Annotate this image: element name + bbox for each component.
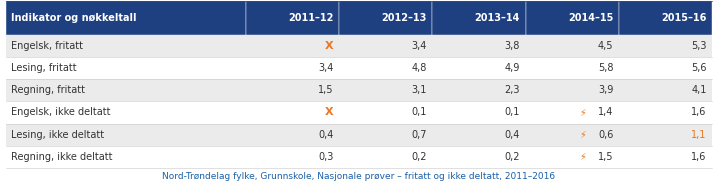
Text: 3,4: 3,4 xyxy=(411,41,426,51)
Text: 3,1: 3,1 xyxy=(411,85,426,95)
Text: 2012–13: 2012–13 xyxy=(381,13,426,23)
Bar xyxy=(526,1,619,35)
Text: X: X xyxy=(325,41,333,51)
Text: ⚡: ⚡ xyxy=(579,130,586,140)
Text: 0,1: 0,1 xyxy=(505,108,520,117)
Text: 0,4: 0,4 xyxy=(318,130,333,140)
Text: 2015–16: 2015–16 xyxy=(661,13,707,23)
Text: ⚡: ⚡ xyxy=(579,108,586,117)
Text: 1,5: 1,5 xyxy=(318,85,333,95)
Text: 0,2: 0,2 xyxy=(505,152,520,162)
Text: 4,9: 4,9 xyxy=(505,63,520,73)
Text: 1,6: 1,6 xyxy=(691,152,707,162)
Text: 2014–15: 2014–15 xyxy=(568,13,613,23)
Text: 0,3: 0,3 xyxy=(318,152,333,162)
Text: Engelsk, ikke deltatt: Engelsk, ikke deltatt xyxy=(11,108,111,117)
Text: Indikator og nøkkeltall: Indikator og nøkkeltall xyxy=(11,13,137,23)
Text: 2013–14: 2013–14 xyxy=(475,13,520,23)
Text: 3,4: 3,4 xyxy=(318,63,333,73)
Text: 3,9: 3,9 xyxy=(598,85,613,95)
Text: 1,6: 1,6 xyxy=(691,108,707,117)
Text: 0,2: 0,2 xyxy=(411,152,426,162)
Text: 1,5: 1,5 xyxy=(598,152,613,162)
Bar xyxy=(6,101,712,124)
Text: 0,4: 0,4 xyxy=(505,130,520,140)
Text: Nord-Trøndelag fylke, Grunnskole, Nasjonale prøver – fritatt og ikke deltatt, 20: Nord-Trøndelag fylke, Grunnskole, Nasjon… xyxy=(162,172,556,181)
Text: 1,1: 1,1 xyxy=(691,130,707,140)
Text: 4,1: 4,1 xyxy=(691,85,707,95)
Text: 4,5: 4,5 xyxy=(598,41,613,51)
Bar xyxy=(6,124,712,146)
Bar xyxy=(6,35,712,57)
Text: 0,1: 0,1 xyxy=(411,108,426,117)
Text: Engelsk, fritatt: Engelsk, fritatt xyxy=(11,41,83,51)
Bar xyxy=(6,79,712,101)
Text: 0,7: 0,7 xyxy=(411,130,426,140)
Text: 2011–12: 2011–12 xyxy=(288,13,333,23)
Text: Regning, fritatt: Regning, fritatt xyxy=(11,85,85,95)
Bar xyxy=(432,1,526,35)
Text: Regning, ikke deltatt: Regning, ikke deltatt xyxy=(11,152,113,162)
Text: 0,6: 0,6 xyxy=(598,130,613,140)
Bar xyxy=(619,1,712,35)
Text: 5,8: 5,8 xyxy=(598,63,613,73)
Bar xyxy=(6,1,246,35)
Bar xyxy=(6,146,712,168)
Text: 3,8: 3,8 xyxy=(505,41,520,51)
Text: 2,3: 2,3 xyxy=(505,85,520,95)
Text: 5,3: 5,3 xyxy=(691,41,707,51)
Bar xyxy=(246,1,339,35)
Text: 1,4: 1,4 xyxy=(598,108,613,117)
Text: 5,6: 5,6 xyxy=(691,63,707,73)
Text: ⚡: ⚡ xyxy=(579,152,586,162)
Text: Lesing, ikke deltatt: Lesing, ikke deltatt xyxy=(11,130,105,140)
Bar xyxy=(339,1,432,35)
Text: Lesing, fritatt: Lesing, fritatt xyxy=(11,63,77,73)
Text: X: X xyxy=(325,108,333,117)
Bar xyxy=(6,57,712,79)
Text: 4,8: 4,8 xyxy=(411,63,426,73)
